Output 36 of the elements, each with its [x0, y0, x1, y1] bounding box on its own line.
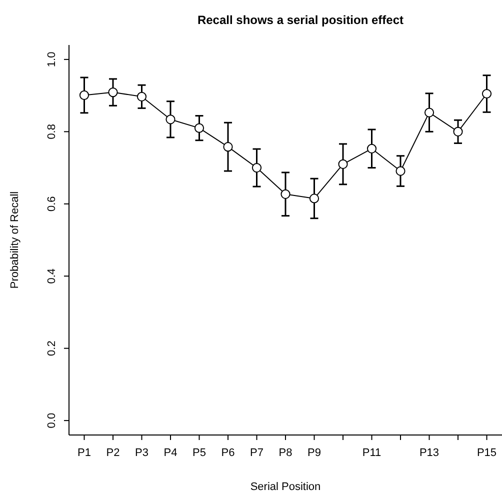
- chart-title: Recall shows a serial position effect: [197, 13, 404, 27]
- x-tick-label: P5: [192, 447, 206, 459]
- x-tick-label: P3: [135, 447, 148, 459]
- point: [453, 126, 463, 136]
- x-tick-label: P8: [278, 447, 292, 459]
- y-tick-label: 0.4: [46, 268, 58, 284]
- y-tick-label: 1.0: [46, 52, 58, 68]
- x-tick-label: P7: [250, 447, 264, 459]
- y-axis-title: Probability of Recall: [9, 191, 21, 289]
- point: [136, 92, 147, 102]
- point: [280, 189, 290, 199]
- point: [252, 162, 262, 173]
- point: [166, 114, 176, 124]
- y-tick-label: 0.0: [46, 412, 58, 428]
- point: [396, 166, 406, 176]
- x-tick-label: P13: [419, 447, 440, 459]
- x-tick-label: P4: [164, 447, 178, 459]
- point: [424, 108, 434, 118]
- y-tick-label: 0.8: [46, 124, 58, 140]
- point: [223, 142, 233, 152]
- point: [482, 88, 492, 99]
- point: [338, 159, 348, 169]
- x-tick-label: P1: [78, 447, 91, 459]
- x-tick-label: P2: [106, 447, 120, 459]
- x-tick-label: P9: [308, 447, 321, 459]
- point: [108, 88, 118, 98]
- x-axis-title: Serial Position: [250, 481, 321, 493]
- y-tick-label: 0.2: [46, 340, 58, 356]
- y-tick-label: 0.6: [46, 196, 58, 212]
- point: [309, 194, 320, 204]
- x-tick-label: P11: [362, 447, 382, 459]
- x-tick-label: P15: [476, 447, 497, 459]
- point: [366, 144, 377, 154]
- point: [79, 90, 90, 100]
- point: [194, 123, 204, 133]
- x-tick-label: P6: [221, 447, 235, 459]
